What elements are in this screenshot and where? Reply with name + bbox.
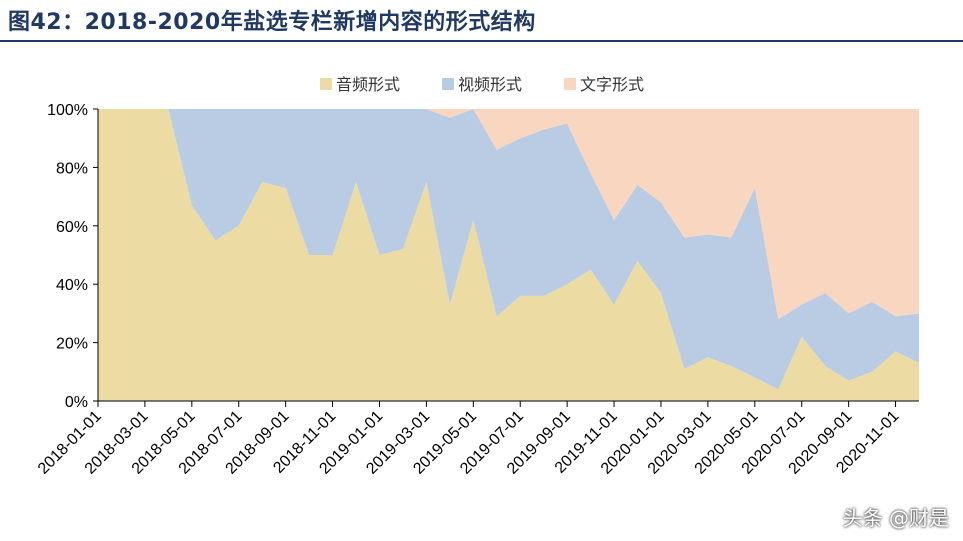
y-tick-label: 60% [56,219,88,236]
figure-title: 图42：2018-2020年盐选专栏新增内容的形式结构 [8,10,536,35]
y-tick-label: 40% [56,277,88,294]
legend-swatch [320,78,332,90]
legend-swatch [564,78,576,90]
legend-label: 文字形式 [580,75,644,94]
area-series-3 [98,109,919,320]
y-tick-label: 20% [56,336,88,353]
area-series-1 [98,109,919,401]
title-underline [0,40,963,42]
legend-label: 视频形式 [458,75,522,94]
y-tick-label: 0% [65,394,88,411]
watermark: 头条 @财是 [842,506,949,530]
y-tick-label: 100% [47,102,88,119]
area-series-2 [98,109,919,390]
y-tick-label: 80% [56,160,88,177]
legend-label: 音频形式 [336,75,400,94]
legend-swatch [442,78,454,90]
